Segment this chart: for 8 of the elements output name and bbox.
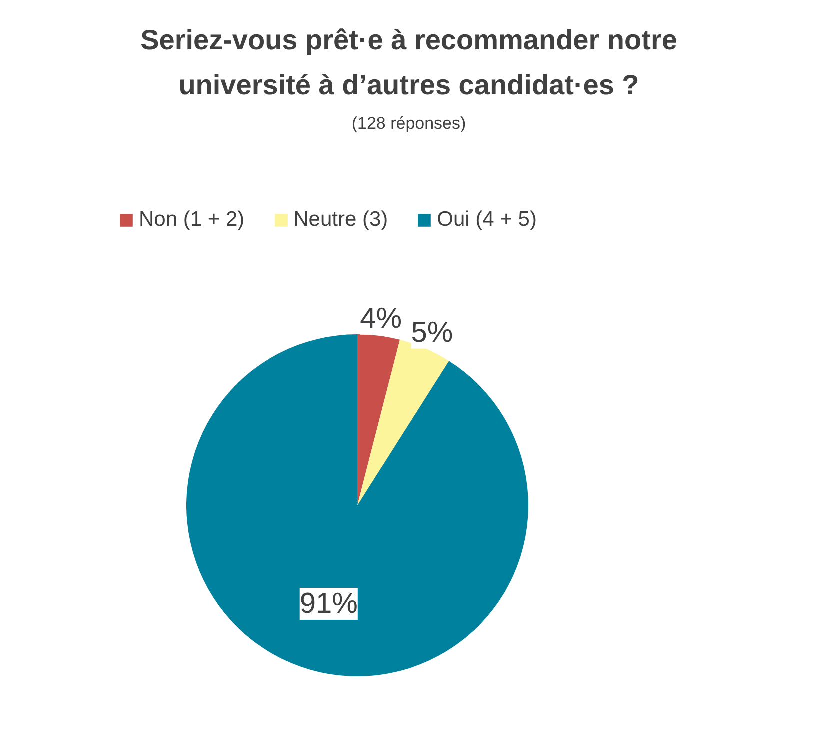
data-label: 4% — [360, 302, 402, 335]
legend-label: Oui (4 + 5) — [437, 208, 537, 232]
data-label: 91% — [300, 588, 358, 620]
chart-subtitle: (128 réponses) — [352, 114, 466, 133]
legend-label: Neutre (3) — [294, 208, 388, 232]
data-label: 5% — [411, 316, 454, 349]
legend-label: Non (1 + 2) — [139, 208, 245, 232]
chart-title: Seriez-vous prêt·e à recommander notre université à d’autres candidat·es ? — [140, 24, 678, 100]
